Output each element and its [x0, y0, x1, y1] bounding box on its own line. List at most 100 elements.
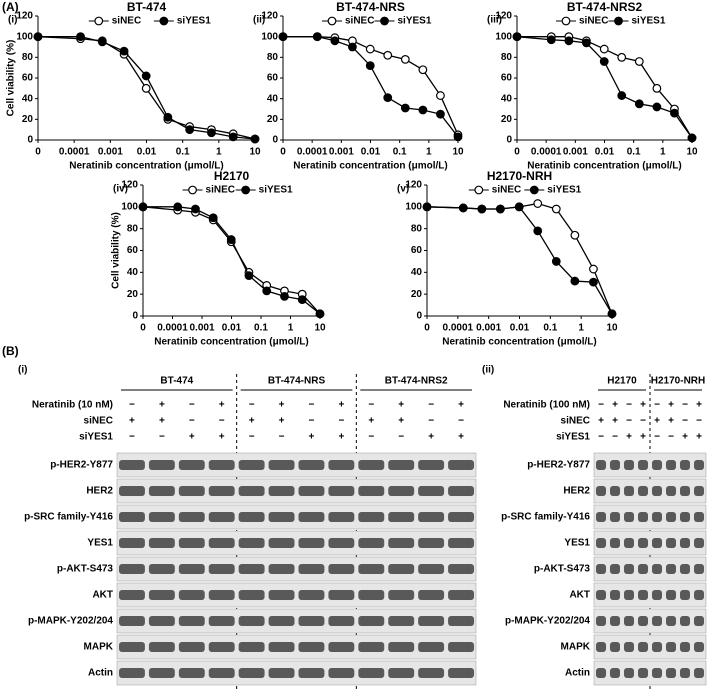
blot-label: p-HER2-Y877 — [50, 460, 113, 471]
condition-sign: − — [279, 432, 285, 443]
blot-band — [328, 486, 355, 496]
data-point — [228, 132, 238, 142]
blot-band — [638, 538, 648, 548]
legend-label: siYES1 — [547, 185, 581, 196]
condition-sign: − — [598, 432, 604, 443]
blot-band — [448, 512, 474, 522]
y-tick-label: 20 — [127, 289, 139, 300]
blot-band — [119, 538, 145, 548]
blot-band — [148, 512, 175, 522]
condition-label: siNEC — [84, 416, 113, 427]
blot-band — [358, 460, 385, 470]
data-point — [477, 204, 487, 214]
blot-band — [666, 616, 676, 626]
data-point — [599, 44, 609, 54]
blot-band — [638, 460, 648, 470]
panel-label: (i) — [18, 365, 27, 376]
condition-sign: + — [458, 400, 464, 411]
condition-sign: − — [626, 416, 632, 427]
blot-label: YES1 — [564, 538, 590, 549]
blot-band — [298, 512, 325, 522]
blot-band — [448, 564, 474, 574]
blot-band — [208, 512, 235, 522]
blot-band — [268, 590, 295, 600]
legend-label: siNEC — [579, 16, 608, 27]
blot-band — [298, 564, 325, 574]
condition-sign: + — [598, 416, 604, 427]
figure-label: (B) — [2, 344, 19, 358]
condition-sign: + — [428, 432, 434, 443]
blot-band — [418, 616, 445, 626]
x-tick-label: 0.01 — [222, 323, 242, 334]
condition-label: Neratinib (100 nM) — [503, 400, 590, 411]
y-tick-label: 40 — [411, 267, 423, 278]
condition-sign: + — [398, 400, 404, 411]
x-tick-label: 0.001 — [98, 147, 123, 158]
y-tick-label: 100 — [261, 31, 278, 42]
data-point — [383, 93, 393, 103]
blot-band — [388, 538, 415, 548]
blot-band — [638, 616, 648, 626]
condition-sign: − — [626, 400, 632, 411]
condition-sign: − — [129, 400, 135, 411]
x-axis-label: Neratinib concentration (μmol/L) — [293, 161, 447, 172]
x-axis-label: Neratinib concentration (μmol/L) — [442, 337, 596, 348]
blot-band — [638, 486, 648, 496]
blot-band — [238, 486, 265, 496]
blot-band — [680, 564, 690, 574]
y-tick-label: 80 — [411, 223, 423, 234]
blot-label: p-SRC family-Y416 — [24, 512, 113, 523]
data-point — [607, 309, 617, 319]
blot-band — [610, 590, 620, 600]
condition-sign: + — [159, 400, 165, 411]
condition-sign: − — [368, 400, 374, 411]
blot-band — [666, 642, 676, 652]
legend-label: siYES1 — [177, 16, 211, 27]
blot-band — [119, 512, 145, 522]
blot-band — [358, 642, 385, 652]
blot-band — [119, 486, 145, 496]
blot-band — [666, 460, 676, 470]
blot-band — [328, 616, 355, 626]
blot-strip — [116, 608, 477, 634]
blot-band — [624, 642, 634, 652]
data-point — [278, 32, 288, 42]
blot-band — [694, 616, 704, 626]
y-tick-label: 80 — [501, 52, 513, 63]
condition-sign: − — [398, 432, 404, 443]
blot-band — [298, 538, 325, 548]
blot-band — [638, 668, 648, 678]
data-point — [383, 50, 393, 60]
y-tick-label: 40 — [267, 93, 279, 104]
blot-band — [680, 642, 690, 652]
blot-band — [388, 616, 415, 626]
condition-sign: + — [338, 432, 344, 443]
condition-sign: + — [309, 432, 315, 443]
data-point — [365, 44, 375, 54]
blot-band — [208, 668, 235, 678]
y-tick-label: 0 — [132, 311, 138, 322]
data-point — [546, 35, 556, 45]
condition-sign: − — [309, 400, 315, 411]
blot-band — [388, 642, 415, 652]
condition-sign: − — [654, 400, 660, 411]
blot-band — [694, 486, 704, 496]
x-tick-label: 0.1 — [543, 323, 557, 334]
blot-band — [652, 642, 662, 652]
condition-label: Neratinib (10 nM) — [32, 400, 113, 411]
data-point — [634, 57, 644, 66]
panel-label: (i) — [8, 15, 17, 26]
x-tick-label: 1 — [660, 147, 666, 158]
condition-label: siNEC — [561, 416, 590, 427]
blot-band — [596, 538, 606, 548]
blot-band — [448, 616, 474, 626]
x-axis-label: Neratinib concentration (μmol/L) — [527, 161, 681, 172]
blot-label: p-AKT-S473 — [534, 564, 591, 575]
blot-band — [680, 616, 690, 626]
blot-band — [694, 642, 704, 652]
x-tick-label: 0 — [35, 147, 41, 158]
blot-band — [610, 642, 620, 652]
condition-sign: − — [682, 400, 688, 411]
y-tick-label: 120 — [261, 11, 278, 22]
y-tick-label: 80 — [267, 52, 279, 63]
